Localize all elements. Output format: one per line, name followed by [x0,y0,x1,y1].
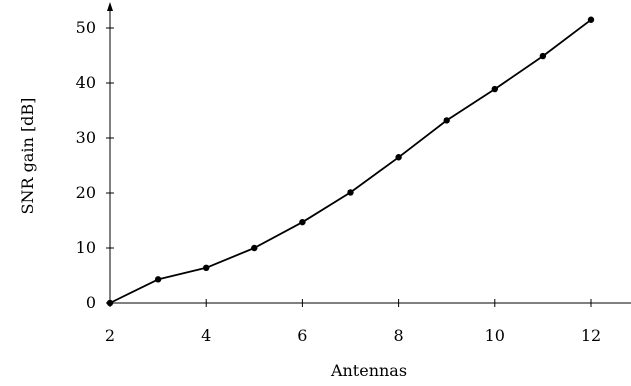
y-ticks: 0 10 20 30 40 50 [76,18,114,312]
x-axis-title: Antennas [330,361,407,380]
y-tick-label: 20 [76,183,96,202]
x-tick-label: 8 [394,326,404,345]
data-point [203,264,210,271]
data-point [154,276,162,283]
x-tick-label: 4 [201,326,211,345]
x-ticks: 2 4 6 8 10 12 [105,299,601,345]
data-point [491,85,498,93]
data-point [395,154,402,161]
x-tick-label: 2 [105,326,115,345]
x-tick-label: 10 [485,326,505,345]
x-tick-label: 6 [297,326,307,345]
y-tick-label: 0 [86,293,96,312]
data-point [347,189,354,196]
y-tick-label: 10 [76,238,96,257]
data-point [251,244,258,252]
plot-area: 2 4 6 8 10 12 0 10 20 30 40 50 [76,2,631,345]
x-tick-label: 12 [581,326,601,345]
y-axis-title: SNR gain [dB] [18,98,37,215]
y-tick-label: 30 [76,128,96,147]
y-tick-label: 50 [76,18,96,37]
data-points [106,16,595,307]
y-axis-arrow [107,2,113,11]
data-point [443,117,450,124]
y-tick-label: 40 [76,73,96,92]
series-line [109,19,592,304]
data-point [106,299,114,307]
data-point [539,52,547,60]
data-point [299,218,306,226]
data-point [587,16,595,23]
